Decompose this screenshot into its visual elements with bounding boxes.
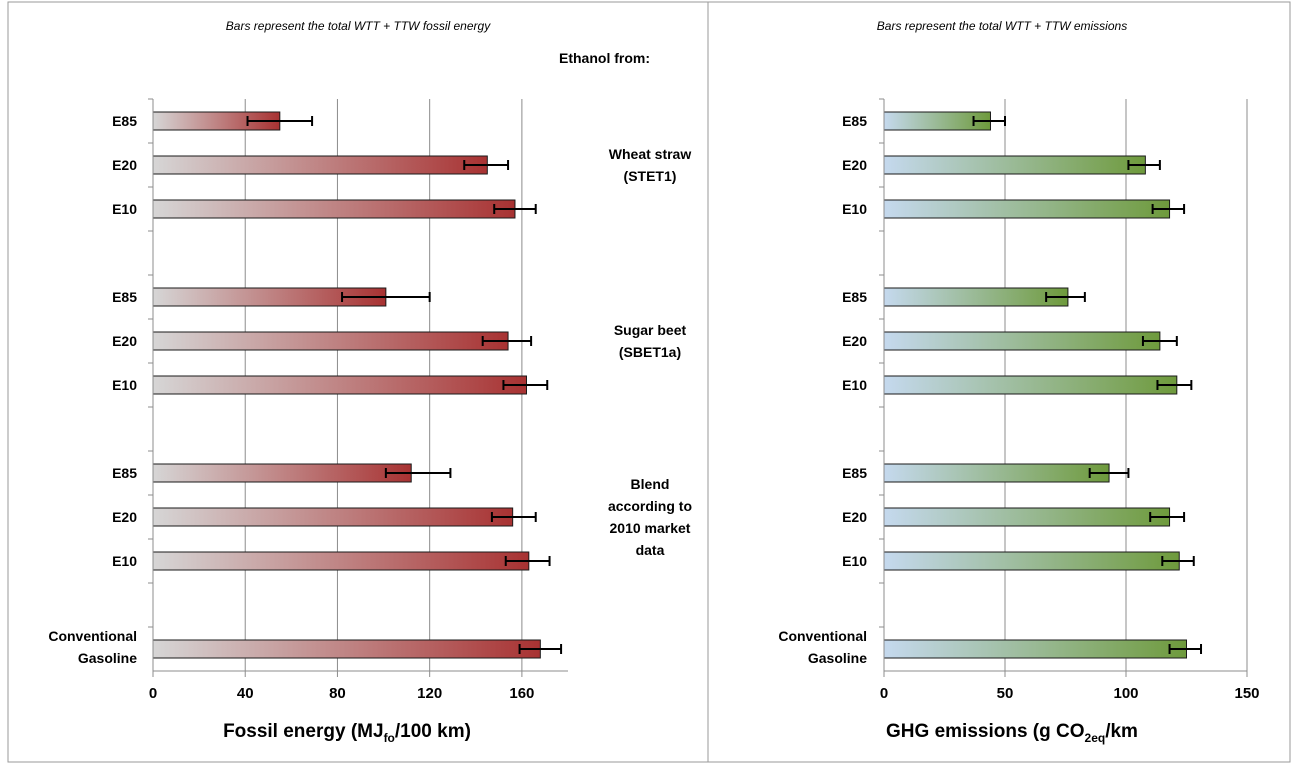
bars [152, 111, 541, 659]
x-tick-label: 0 [149, 685, 157, 702]
group-label: Sugar beet (SBET1a) [614, 322, 687, 360]
category-label: E85 [842, 113, 867, 129]
group-header: Ethanol from: [559, 50, 650, 66]
bar [152, 199, 516, 219]
chart-title: Bars represent the total WTT + TTW emiss… [877, 19, 1127, 33]
error-bars [972, 116, 1203, 654]
bar [883, 551, 1180, 571]
bar [152, 331, 509, 351]
x-axis-label: GHG emissions (g CO2eq/km [886, 721, 1138, 745]
bar [152, 155, 488, 175]
axis: 0 50 100 150 [879, 98, 1260, 702]
x-tick-label: 100 [1113, 685, 1138, 702]
x-axis-label: Fossil energy (MJfo/100 km) [223, 721, 471, 745]
category-label: E20 [842, 157, 867, 173]
category-label: E85 [112, 113, 137, 129]
bar [883, 639, 1187, 659]
category-label: E20 [112, 509, 137, 525]
bar [152, 639, 541, 659]
axis: 0 40 80 120 160 [148, 98, 568, 702]
x-tick-label: 0 [880, 685, 888, 702]
category-label: E85 [112, 289, 137, 305]
x-tick-label: 120 [417, 685, 442, 702]
bar [883, 375, 1178, 395]
category-label: E85 [112, 465, 137, 481]
x-tick-label: 40 [237, 685, 254, 702]
bar [883, 331, 1161, 351]
group-labels: Wheat straw (STET1) Sugar beet (SBET1a) Blen… [608, 146, 692, 558]
bar [152, 507, 514, 527]
category-label: E10 [112, 201, 137, 217]
category-label: E10 [842, 553, 867, 569]
x-tick-label: 150 [1234, 685, 1259, 702]
category-label: E20 [842, 509, 867, 525]
category-label: Conventional Gasoline [48, 628, 137, 666]
group-label: Blend according to 2010 market data [608, 476, 692, 558]
category-label: E10 [842, 201, 867, 217]
x-tick-label: 160 [509, 685, 534, 702]
category-labels: E85 E20 E10 E85 E20 E10 E85 E20 E10 Conventional G… [48, 113, 137, 666]
group-label: Wheat straw (STET1) [609, 146, 692, 184]
bar [152, 463, 412, 483]
category-label: E20 [112, 333, 137, 349]
category-labels: E85 E20 E10 E85 E20 E10 E85 E20 E10 Conventional G… [778, 113, 867, 666]
category-label: E85 [842, 289, 867, 305]
category-label: Conventional Gasoline [778, 628, 867, 666]
ghg-emissions-chart: Bars represent the total WTT + TTW emiss… [707, 1, 1291, 763]
bar [152, 551, 530, 571]
bar [883, 507, 1171, 527]
category-label: E10 [112, 553, 137, 569]
bar [152, 375, 527, 395]
bar [883, 155, 1146, 175]
bar [883, 199, 1171, 219]
category-label: E10 [112, 377, 137, 393]
category-label: E10 [842, 377, 867, 393]
fossil-energy-chart: Bars represent the total WTT + TTW fossi… [7, 1, 709, 763]
category-label: E85 [842, 465, 867, 481]
chart-title: Bars represent the total WTT + TTW fossi… [226, 19, 491, 33]
x-tick-label: 50 [997, 685, 1014, 702]
category-label: E20 [842, 333, 867, 349]
error-bars [246, 116, 563, 654]
x-tick-label: 80 [329, 685, 346, 702]
category-label: E20 [112, 157, 137, 173]
bar [883, 463, 1110, 483]
bar [883, 287, 1069, 307]
